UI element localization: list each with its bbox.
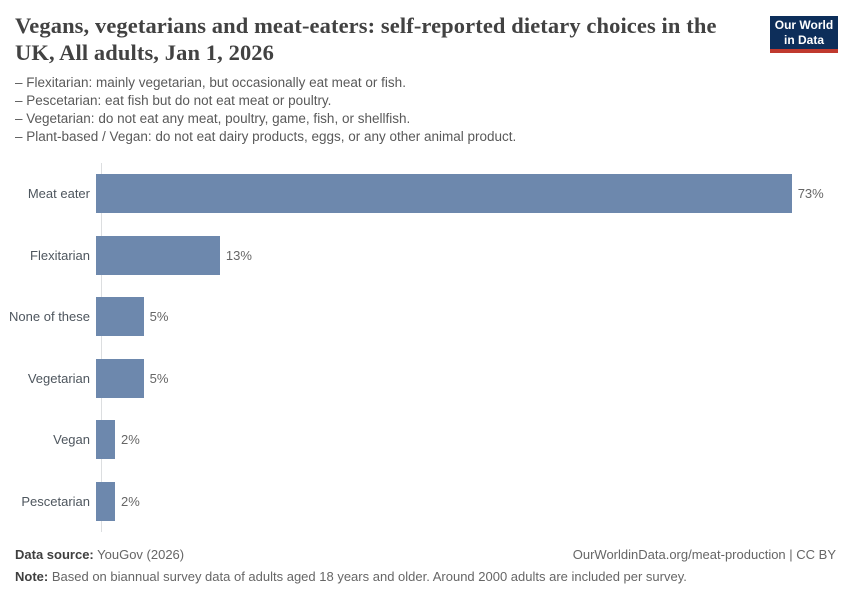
bar-track: 13% <box>96 225 850 287</box>
chart-row: Meat eater 73% <box>0 163 850 225</box>
value-label: 5% <box>149 309 169 325</box>
bar-vegetarian[interactable] <box>96 358 144 398</box>
chart-subtitle: – Flexitarian: mainly vegetarian, but oc… <box>15 74 755 146</box>
y-axis-line <box>101 163 102 532</box>
subtitle-line: – Plant-based / Vegan: do not eat dairy … <box>15 129 517 144</box>
note-value: Based on biannual survey data of adults … <box>51 569 687 584</box>
bar-track: 5% <box>96 286 850 348</box>
category-label: Flexitarian <box>30 247 90 263</box>
bar-pescetarian[interactable] <box>96 481 116 521</box>
subtitle-line: – Vegetarian: do not eat any meat, poult… <box>15 111 411 126</box>
bar-chart: Meat eater 73% Flexitarian 13% None of these… <box>0 163 850 532</box>
chart-footer: Data source: YouGov (2026) OurWorldinDat… <box>15 547 836 584</box>
owid-logo[interactable]: Our World in Data <box>770 16 838 53</box>
value-label: 13% <box>225 247 252 263</box>
category-label: Vegetarian <box>27 370 90 386</box>
subtitle-line: – Pescetarian: eat fish but do not eat m… <box>15 93 332 108</box>
value-label: 2% <box>121 493 140 509</box>
chart-row: Pescetarian 2% <box>0 471 850 533</box>
chart-rows: Meat eater 73% Flexitarian 13% None of these… <box>0 163 850 532</box>
note-label: Note: <box>15 569 49 584</box>
value-label: 5% <box>149 370 169 386</box>
bar-flexitarian[interactable] <box>96 235 220 275</box>
category-label: None of these <box>9 309 90 325</box>
data-source: Data source: YouGov (2026) <box>15 547 184 562</box>
value-label: 2% <box>121 432 140 448</box>
chart-row: Vegan 2% <box>0 409 850 471</box>
subtitle-line: – Flexitarian: mainly vegetarian, but oc… <box>15 75 406 90</box>
data-source-value: YouGov (2026) <box>97 547 185 562</box>
chart-row: Flexitarian 13% <box>0 225 850 287</box>
bar-meat-eater[interactable] <box>96 174 792 214</box>
category-label: Vegan <box>53 432 90 448</box>
owid-url-link[interactable]: OurWorldinData.org/meat-production | CC … <box>572 547 836 562</box>
bar-track: 5% <box>96 348 850 410</box>
chart-title: Vegans, vegetarians and meat-eaters: sel… <box>15 13 717 65</box>
bar-track: 73% <box>96 163 850 225</box>
bar-none-of-these[interactable] <box>96 297 144 337</box>
owid-logo-line1: Our World <box>774 18 834 32</box>
category-label: Meat eater <box>27 186 90 202</box>
owid-logo-line2: in Data <box>783 33 824 47</box>
chart-note: Note: Based on biannual survey data of a… <box>15 569 836 584</box>
chart-row: None of these 5% <box>0 286 850 348</box>
bar-track: 2% <box>96 471 850 533</box>
data-source-label: Data source: <box>15 547 94 562</box>
bar-vegan[interactable] <box>96 420 116 460</box>
chart-row: Vegetarian 5% <box>0 348 850 410</box>
bar-track: 2% <box>96 409 850 471</box>
value-label: 73% <box>797 186 824 202</box>
category-label: Pescetarian <box>21 493 90 509</box>
